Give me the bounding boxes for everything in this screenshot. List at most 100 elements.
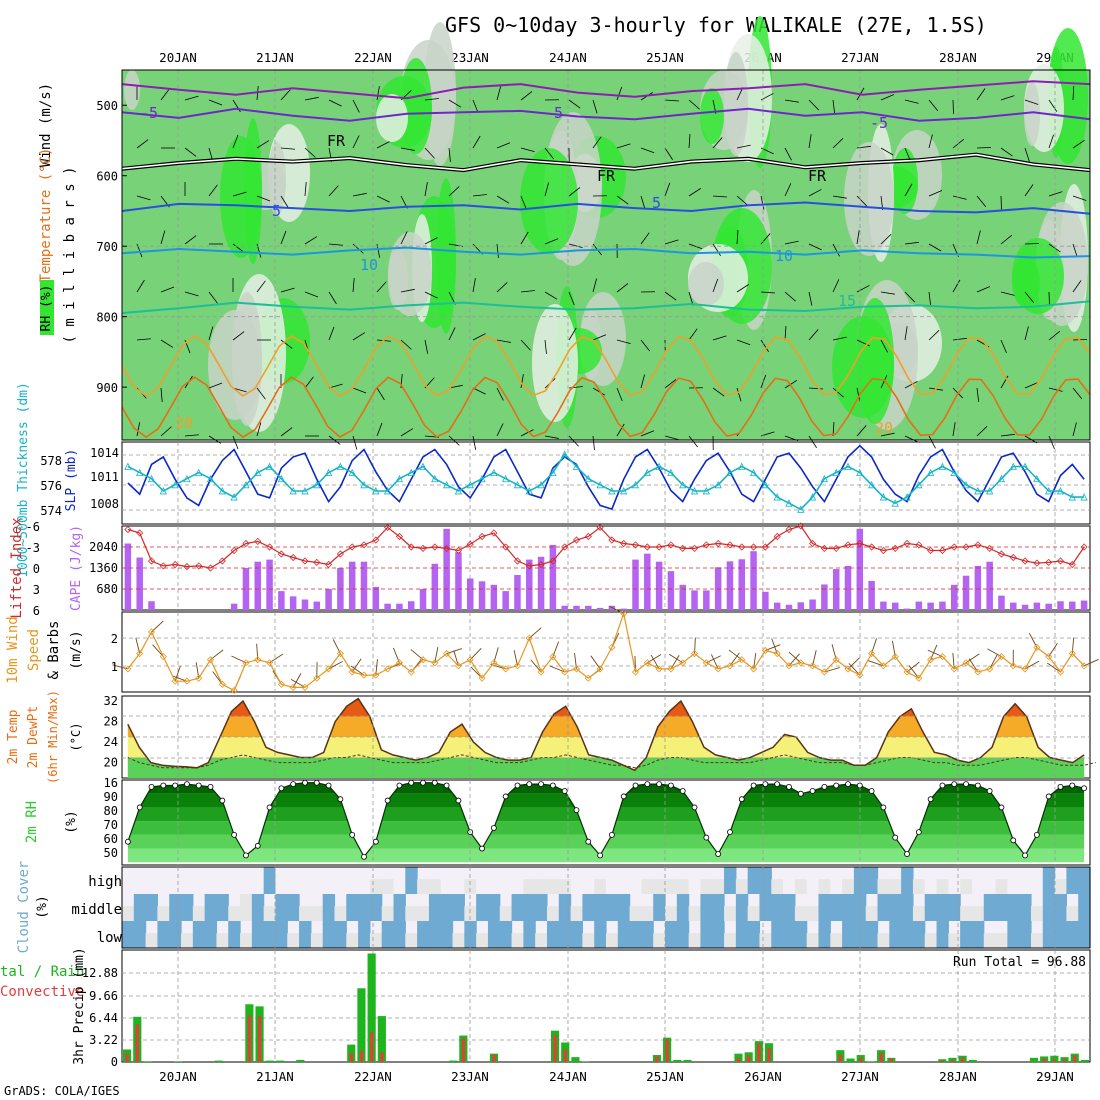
cape-bar (1057, 601, 1064, 610)
cloud-cell-middle (204, 894, 218, 921)
lifted-index-marker (986, 544, 994, 552)
wind-barb (592, 278, 598, 293)
precip-total-bar (377, 1016, 386, 1062)
lifted-index-marker (714, 539, 722, 548)
lifted-index-marker (974, 541, 982, 549)
cape-bar (526, 559, 533, 610)
wind-barb (208, 99, 223, 106)
wind-barb (712, 387, 725, 397)
isotherm-label: -5 (140, 104, 158, 122)
precip-conv-bar (1052, 1059, 1056, 1062)
wind-speed-marker (809, 662, 817, 670)
cloud-cell-high (806, 867, 820, 894)
wind-barb (544, 435, 559, 439)
wind-barb (880, 147, 894, 156)
cloud-cell-middle (700, 894, 713, 921)
wind-barb (136, 279, 145, 293)
wind-barb-10m (650, 654, 660, 670)
wind-barb (1024, 326, 1029, 341)
wind-barb (376, 86, 380, 101)
cloud-cell-low (1066, 921, 1079, 948)
isotherm-label: FR (808, 167, 827, 185)
wind-barb (400, 339, 412, 350)
wind-axis-title: 10m Wind (5, 616, 21, 683)
lifted-index-marker (997, 550, 1006, 558)
thickness-marker (844, 462, 852, 470)
wind-barb-10m (968, 658, 979, 673)
rh-marker (125, 838, 131, 845)
wind-barb-10m (328, 661, 343, 670)
thickness-marker (277, 474, 286, 483)
cape-bar (986, 561, 993, 610)
cloud-cell-middle (1042, 894, 1056, 921)
thickness-marker (336, 462, 345, 470)
wind-barb-10m (292, 673, 302, 688)
wind-barb (1024, 382, 1039, 389)
top-date-label: 20JAN (159, 50, 197, 65)
cloud-row-label: low (97, 930, 123, 946)
cloud-cell-middle (842, 894, 855, 921)
lifted-index-marker (655, 543, 663, 551)
wind-barb (400, 231, 408, 245)
rh-marker (620, 793, 627, 800)
precip-conv-bar (757, 1043, 761, 1062)
thickness-tick-label: 574 (40, 504, 62, 518)
wind-barb (496, 195, 510, 204)
cloud-cell-high (263, 867, 277, 894)
lifted-index-marker (596, 523, 604, 531)
wind-speed-marker (820, 668, 828, 676)
rh-marker (172, 782, 179, 789)
thickness-marker (808, 493, 817, 501)
li-tick-label: 0 (33, 562, 40, 576)
isotherm-label: -5 (870, 114, 888, 132)
precip-conv-bar (359, 1050, 364, 1062)
wind-speed-marker (679, 659, 687, 667)
wind-tick-label: 2 (111, 632, 118, 646)
lifted-index-marker (950, 543, 958, 551)
thickness-marker (631, 480, 640, 489)
cloud-cell-high (783, 867, 796, 894)
wind-barb (808, 189, 822, 197)
rh-marker (278, 785, 285, 792)
cloud-cell-low (169, 921, 182, 948)
lifted-index-marker (679, 544, 687, 552)
lifted-index-marker (254, 537, 262, 545)
rh-shade-patch (124, 70, 140, 110)
rh-marker (656, 781, 663, 788)
wind-barb (856, 195, 868, 207)
wind-barb (472, 387, 486, 395)
rh-shade-patch (220, 136, 262, 258)
cloud-unit-title: (%) (35, 895, 50, 918)
cape-bar (655, 561, 663, 610)
wind-barb (856, 339, 870, 347)
rh-tick-label: 60 (104, 832, 118, 846)
cloud-cell-low (912, 921, 926, 948)
cloud-row-label: middle (71, 902, 122, 918)
rh-marker (1081, 785, 1087, 792)
thickness-marker (254, 468, 262, 476)
wind-barb (280, 89, 291, 101)
cloud-cell-low (759, 933, 772, 948)
rh-marker (786, 783, 792, 790)
wind-barb (976, 387, 980, 402)
cloud-cell-middle (794, 906, 808, 921)
wind-barb (688, 188, 701, 197)
lifted-index-marker (797, 522, 805, 530)
wind-barb (928, 329, 940, 341)
isotherm-label: 15 (838, 292, 856, 310)
cloud-cell-middle (747, 906, 761, 921)
wind-speed-marker (620, 609, 628, 618)
wind-barb-10m (908, 665, 920, 679)
thickness-marker (726, 468, 734, 476)
slp-panel-frame (121, 441, 1091, 525)
wind-speed-marker (301, 683, 309, 691)
cloud-cell-middle (369, 894, 383, 921)
cloud-cell-middle (287, 894, 300, 921)
cloud-cell-middle (853, 894, 867, 921)
lifted-index-marker (891, 544, 899, 552)
cloud-cell-low (358, 921, 371, 948)
cloud-cell-low (428, 921, 442, 948)
thickness-marker (431, 474, 439, 483)
rh-tick-label: 80 (104, 804, 118, 818)
precip-total-bar (581, 1061, 590, 1062)
